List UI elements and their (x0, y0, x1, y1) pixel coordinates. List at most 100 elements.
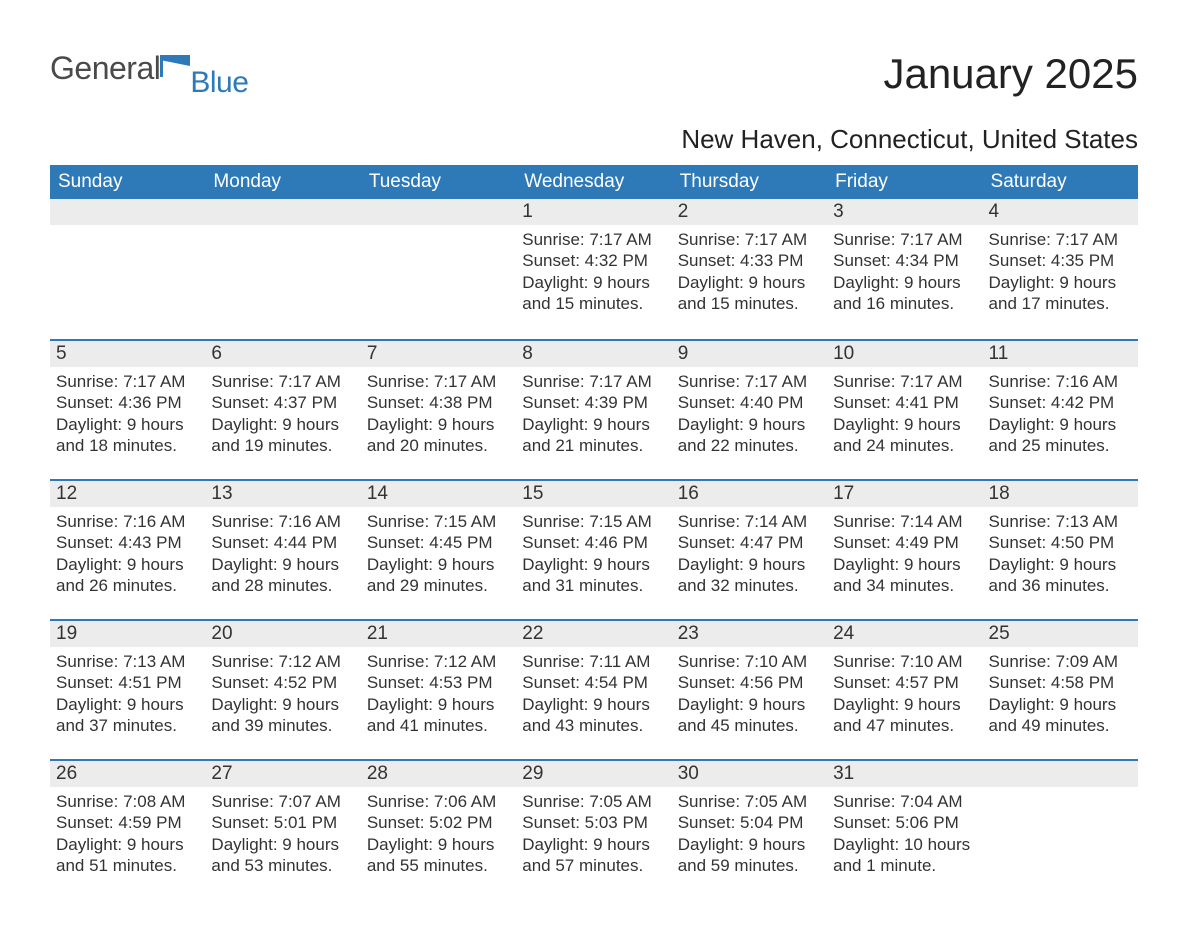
date-number-row: 31 (827, 759, 982, 787)
date-number-row: 11 (983, 339, 1138, 367)
day-detail-line: Sunrise: 7:17 AM (989, 229, 1132, 250)
title-block: January 2025 New Haven, Connecticut, Uni… (681, 50, 1138, 165)
day-detail-line: Daylight: 9 hours (833, 694, 976, 715)
weekday-header: Thursday (672, 165, 827, 199)
day-details: Sunrise: 7:15 AMSunset: 4:46 PMDaylight:… (516, 507, 671, 602)
calendar-day-cell: 31Sunrise: 7:04 AMSunset: 5:06 PMDayligh… (827, 759, 982, 899)
day-details: Sunrise: 7:10 AMSunset: 4:56 PMDaylight:… (672, 647, 827, 742)
calendar-day-cell: 20Sunrise: 7:12 AMSunset: 4:52 PMDayligh… (205, 619, 360, 759)
date-number-row: 7 (361, 339, 516, 367)
day-detail-line: Sunrise: 7:17 AM (678, 371, 821, 392)
day-detail-line: Sunset: 4:45 PM (367, 532, 510, 553)
date-number-row: 0 (205, 199, 360, 225)
day-detail-line: Sunset: 5:02 PM (367, 812, 510, 833)
day-detail-line: and 20 minutes. (367, 435, 510, 456)
calendar-day-cell: 21 Sunrise: 7:12 AMSunset: 4:53 PMDayligh… (361, 619, 516, 759)
day-detail-line: and 29 minutes. (367, 575, 510, 596)
weekday-header: Monday (205, 165, 360, 199)
day-details: Sunrise: 7:17 AMSunset: 4:33 PMDaylight:… (672, 225, 827, 320)
day-detail-line: Sunset: 4:39 PM (522, 392, 665, 413)
day-detail-line: Sunset: 5:03 PM (522, 812, 665, 833)
date-number: 27 (211, 763, 232, 784)
calendar-day-cell: 11Sunrise: 7:16 AMSunset: 4:42 PMDayligh… (983, 339, 1138, 479)
day-detail-line: Sunrise: 7:09 AM (989, 651, 1132, 672)
day-detail-line: Sunrise: 7:15 AM (522, 511, 665, 532)
date-number-row: 0 (50, 199, 205, 225)
day-details: Sunrise: 7:13 AMSunset: 4:50 PMDaylight:… (983, 507, 1138, 602)
day-detail-line: Sunrise: 7:16 AM (989, 371, 1132, 392)
date-number-row: 30 (672, 759, 827, 787)
day-detail-line: Sunrise: 7:12 AM (367, 651, 510, 672)
date-number-row: 4 (983, 199, 1138, 225)
day-detail-line: and 32 minutes. (678, 575, 821, 596)
day-detail-line: Daylight: 9 hours (56, 554, 199, 575)
date-number-row: 12 (50, 479, 205, 507)
day-detail-line: Sunset: 4:46 PM (522, 532, 665, 553)
calendar-day-cell: 6Sunrise: 7:17 AMSunset: 4:37 PMDaylight… (205, 339, 360, 479)
date-number: 31 (833, 763, 854, 784)
date-number-row: 24 (827, 619, 982, 647)
date-number: 11 (989, 343, 1009, 364)
day-detail-line: Daylight: 9 hours (211, 414, 354, 435)
day-detail-line: and 21 minutes. (522, 435, 665, 456)
day-detail-line: Daylight: 9 hours (678, 834, 821, 855)
date-number-row: 2 (672, 199, 827, 225)
date-number: 28 (367, 763, 388, 784)
day-detail-line: Sunset: 4:42 PM (989, 392, 1132, 413)
day-detail-line: Sunset: 4:54 PM (522, 672, 665, 693)
day-detail-line: Sunset: 5:01 PM (211, 812, 354, 833)
month-title: January 2025 (681, 50, 1138, 98)
date-number: 8 (522, 343, 533, 364)
day-details: Sunrise: 7:17 AMSunset: 4:39 PMDaylight:… (516, 367, 671, 462)
calendar-day-cell: 29Sunrise: 7:05 AMSunset: 5:03 PMDayligh… (516, 759, 671, 899)
day-detail-line: Sunset: 4:52 PM (211, 672, 354, 693)
date-number: 21 (367, 623, 388, 644)
day-details: Sunrise: 7:17 AMSunset: 4:41 PMDaylight:… (827, 367, 982, 462)
calendar-day-cell: 0 (361, 199, 516, 339)
day-detail-line: Daylight: 9 hours (56, 834, 199, 855)
day-detail-line: and 22 minutes. (678, 435, 821, 456)
date-number: 24 (833, 623, 854, 644)
day-details: Sunrise: 7:07 AMSunset: 5:01 PMDaylight:… (205, 787, 360, 882)
date-number: 4 (989, 201, 1000, 222)
day-detail-line: Sunrise: 7:06 AM (367, 791, 510, 812)
calendar-day-cell: 1Sunrise: 7:17 AMSunset: 4:32 PMDaylight… (516, 199, 671, 339)
day-detail-line: Sunrise: 7:17 AM (56, 371, 199, 392)
weekday-header: Friday (827, 165, 982, 199)
brand-sub: Blue (190, 66, 248, 100)
day-detail-line: Sunset: 4:49 PM (833, 532, 976, 553)
day-detail-line: Sunset: 4:58 PM (989, 672, 1132, 693)
calendar-day-cell: 8 Sunrise: 7:17 AMSunset: 4:39 PMDaylight… (516, 339, 671, 479)
calendar-week-row: 26Sunrise: 7:08 AMSunset: 4:59 PMDayligh… (50, 759, 1138, 899)
date-number: 15 (522, 483, 543, 504)
day-detail-line: Daylight: 9 hours (211, 834, 354, 855)
date-number: 5 (56, 343, 67, 364)
date-number: 7 (367, 343, 378, 364)
day-detail-line: Sunrise: 7:13 AM (989, 511, 1132, 532)
day-detail-line: and 43 minutes. (522, 715, 665, 736)
day-detail-line: and 15 minutes. (522, 293, 665, 314)
day-detail-line: Sunset: 4:34 PM (833, 250, 976, 271)
weekday-header-row: Sunday Monday Tuesday Wednesday Thursday… (50, 165, 1138, 199)
day-details: Sunrise: 7:12 AMSunset: 4:53 PMDaylight:… (361, 647, 516, 742)
date-number-row: 18 (983, 479, 1138, 507)
date-number-row: 1 (516, 199, 671, 225)
calendar-day-cell: 30Sunrise: 7:05 AMSunset: 5:04 PMDayligh… (672, 759, 827, 899)
day-detail-line: Sunset: 4:32 PM (522, 250, 665, 271)
day-detail-line: Sunrise: 7:11 AM (522, 651, 665, 672)
date-number: 23 (678, 623, 699, 644)
day-detail-line: Sunset: 4:59 PM (56, 812, 199, 833)
date-number: 22 (522, 623, 543, 644)
day-details: Sunrise: 7:17 AMSunset: 4:34 PMDaylight:… (827, 225, 982, 320)
date-number: 17 (833, 483, 854, 504)
day-detail-line: Daylight: 10 hours (833, 834, 976, 855)
day-detail-line: and 41 minutes. (367, 715, 510, 736)
day-detail-line: and 24 minutes. (833, 435, 976, 456)
date-number: 13 (211, 483, 232, 504)
day-detail-line: Sunset: 4:53 PM (367, 672, 510, 693)
day-detail-line: and 28 minutes. (211, 575, 354, 596)
calendar-week-row: 19Sunrise: 7:13 AMSunset: 4:51 PMDayligh… (50, 619, 1138, 759)
calendar-day-cell: 19Sunrise: 7:13 AMSunset: 4:51 PMDayligh… (50, 619, 205, 759)
day-detail-line: Daylight: 9 hours (678, 694, 821, 715)
day-detail-line: Sunrise: 7:10 AM (833, 651, 976, 672)
